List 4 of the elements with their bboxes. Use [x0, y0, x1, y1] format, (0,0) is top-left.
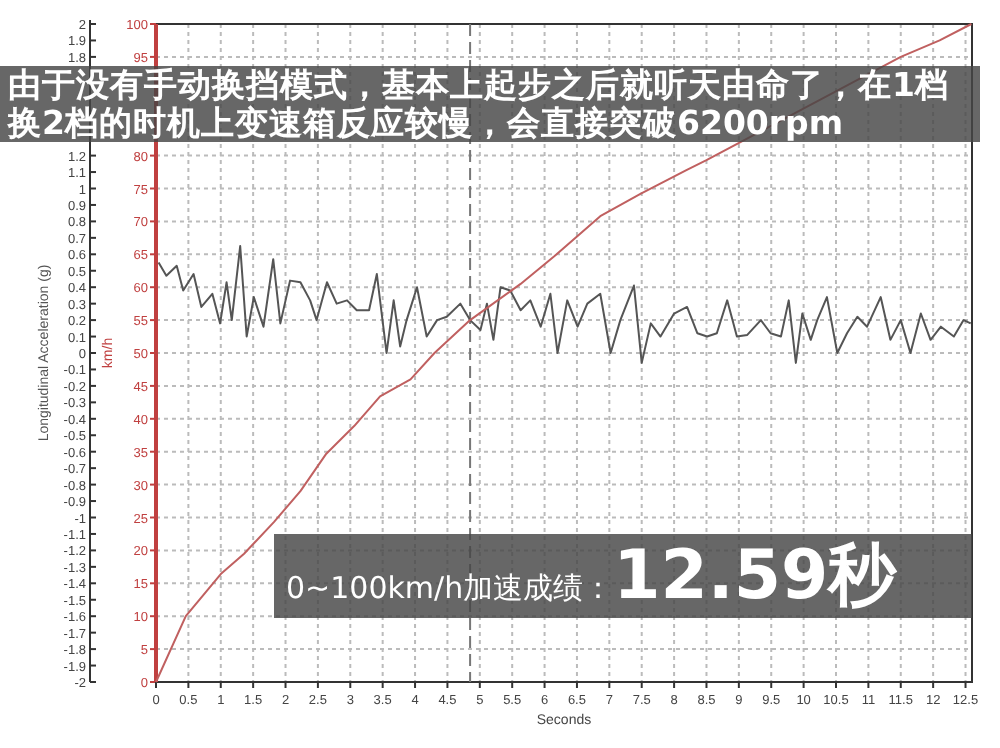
line-series — [157, 245, 972, 364]
annotation: 12.59秒 — [613, 536, 897, 616]
annotation: 0~100km/h加速成绩： — [286, 570, 614, 606]
annotation: 由于没有手动换挡模式，基本上起步之后就听天由命了，在1档换2档的时机上变速箱反应较慢，会直接突破6200rpm — [0, 66, 980, 142]
